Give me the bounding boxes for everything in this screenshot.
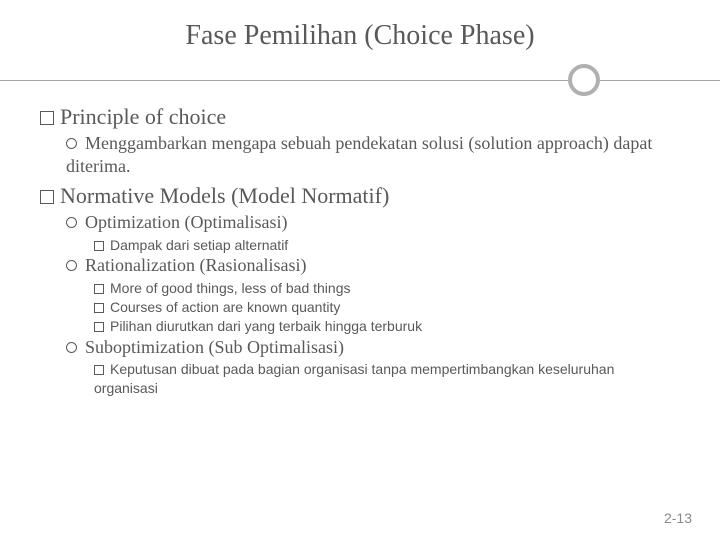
sub-item: Pilihan diurutkan dari yang terbaik hing… <box>94 317 680 336</box>
list-item: Menggambarkan mengapa sebuah pendekatan … <box>66 132 680 177</box>
heading-text: Normative Models (Model Normatif) <box>60 183 389 208</box>
slide: Fase Pemilihan (Choice Phase) Principle … <box>0 0 720 540</box>
list-item: Suboptimization (Sub Optimalisasi) <box>66 336 680 359</box>
item-text: Optimization (Optimalisasi) <box>85 212 287 232</box>
section-heading: Normative Models (Model Normatif) <box>40 183 680 209</box>
square-bullet-icon <box>40 190 54 204</box>
square-bullet-icon <box>40 111 54 125</box>
page-number: 2-13 <box>664 510 692 526</box>
circle-bullet-icon <box>66 217 77 228</box>
circle-bullet-icon <box>66 260 77 271</box>
list-item: Optimization (Optimalisasi) <box>66 211 680 234</box>
sub-text: Courses of action are known quantity <box>110 299 340 315</box>
circle-bullet-icon <box>66 342 77 353</box>
square-bullet-icon <box>94 303 104 313</box>
divider-line <box>0 80 720 81</box>
sub-text: Keputusan dibuat pada bagian organisasi … <box>94 361 614 396</box>
list-item: Rationalization (Rasionalisasi) <box>66 254 680 277</box>
section-heading: Principle of choice <box>40 104 680 130</box>
divider-circle-icon <box>568 64 600 96</box>
sub-item: Dampak dari setiap alternatif <box>94 236 680 255</box>
circle-bullet-icon <box>66 138 77 149</box>
item-text: Suboptimization (Sub Optimalisasi) <box>85 337 344 357</box>
sub-text: More of good things, less of bad things <box>110 280 350 296</box>
square-bullet-icon <box>94 284 104 294</box>
square-bullet-icon <box>94 322 104 332</box>
square-bullet-icon <box>94 241 104 251</box>
sub-item: More of good things, less of bad things <box>94 279 680 298</box>
square-bullet-icon <box>94 365 104 375</box>
slide-title: Fase Pemilihan (Choice Phase) <box>40 20 680 52</box>
title-divider <box>40 64 680 96</box>
sub-item: Courses of action are known quantity <box>94 298 680 317</box>
sub-text: Dampak dari setiap alternatif <box>110 237 288 253</box>
item-text: Rationalization (Rasionalisasi) <box>85 255 306 275</box>
heading-text: Principle of choice <box>60 104 226 129</box>
sub-text: Pilihan diurutkan dari yang terbaik hing… <box>110 318 422 334</box>
item-text: Menggambarkan mengapa sebuah pendekatan … <box>66 133 652 176</box>
sub-item: Keputusan dibuat pada bagian organisasi … <box>94 360 680 398</box>
